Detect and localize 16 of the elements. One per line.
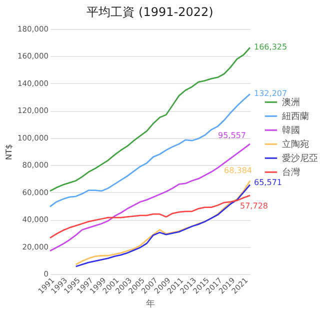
- data-label: 68,384: [224, 166, 252, 175]
- legend-label: 韓國: [282, 125, 300, 136]
- data-label: 65,571: [254, 178, 282, 187]
- legend-label: 立陶宛: [282, 139, 309, 150]
- y-axis-title: NT$: [4, 144, 14, 160]
- data-label: 132,207: [254, 89, 288, 98]
- legend-label: 澳洲: [282, 97, 300, 108]
- chart-title: 平均工資 (1991-2022): [86, 5, 214, 19]
- legend-label: 愛沙尼亞: [282, 153, 318, 164]
- line-series: [49, 46, 251, 192]
- legend-label: 台灣: [282, 167, 300, 178]
- x-axis-title: 年: [146, 298, 155, 310]
- data-label: 166,325: [254, 42, 288, 52]
- legend-label: 紐西蘭: [281, 111, 309, 122]
- data-label: 57,728: [240, 201, 268, 210]
- data-label: 95,557: [218, 130, 246, 140]
